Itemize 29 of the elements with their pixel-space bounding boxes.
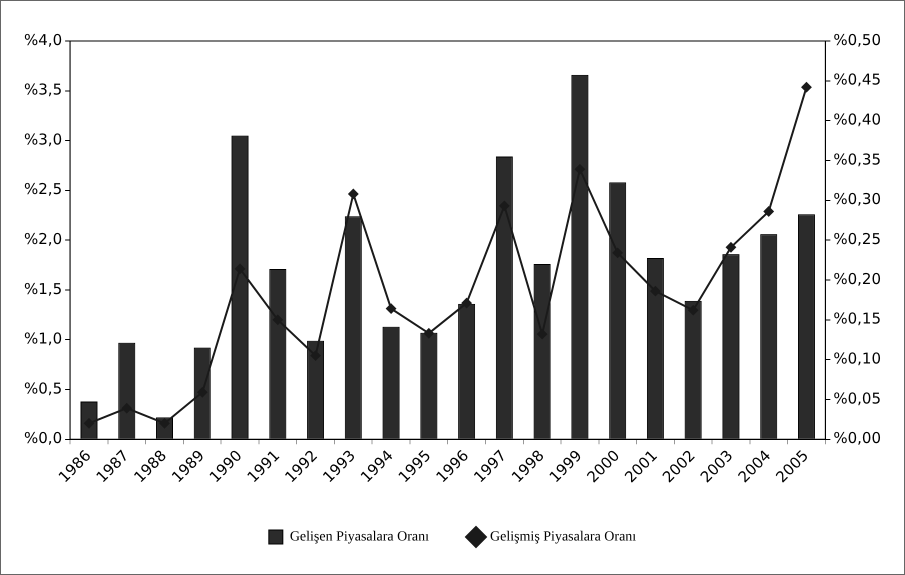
point [348, 188, 358, 199]
y-tick-label: %4,0 [24, 30, 62, 49]
y-tick-label: %0,0 [24, 429, 62, 448]
y-tick-label: %3,0 [24, 130, 62, 148]
y-tick-label: %2,0 [24, 230, 62, 248]
point [801, 82, 812, 92]
y2-tick-label: %0,20 [833, 270, 882, 288]
y2-tick-label: %0,15 [833, 310, 882, 328]
y-tick-label: %1,5 [24, 280, 62, 298]
y2-tick-label: %0,25 [833, 230, 882, 248]
y2-tick-label: %0,30 [833, 190, 882, 208]
point [386, 304, 396, 314]
y2-tick-label: %0,05 [833, 389, 882, 408]
y-tick-label: %0,5 [24, 379, 62, 398]
point [764, 206, 774, 216]
y2-tick-label: %0,10 [833, 350, 882, 368]
y-tick-label: %3,5 [24, 80, 62, 99]
y2-tick-label: %0,40 [833, 110, 882, 129]
legend-label: Gelişmiş Piyasalara Oranı [490, 530, 636, 545]
legend-label: Gelişen Piyasalara Oranı [290, 530, 430, 545]
y-tick-label: %1,0 [24, 330, 62, 348]
y2-tick-label: %0,45 [833, 70, 882, 89]
point [726, 242, 736, 252]
point [424, 328, 434, 338]
y2-tick-label: %0,50 [833, 30, 882, 49]
y2-tick-label: %0,35 [833, 150, 882, 168]
y-tick-label: %2,5 [24, 180, 62, 198]
point [462, 298, 472, 308]
y2-tick-label: %0,00 [833, 429, 882, 448]
